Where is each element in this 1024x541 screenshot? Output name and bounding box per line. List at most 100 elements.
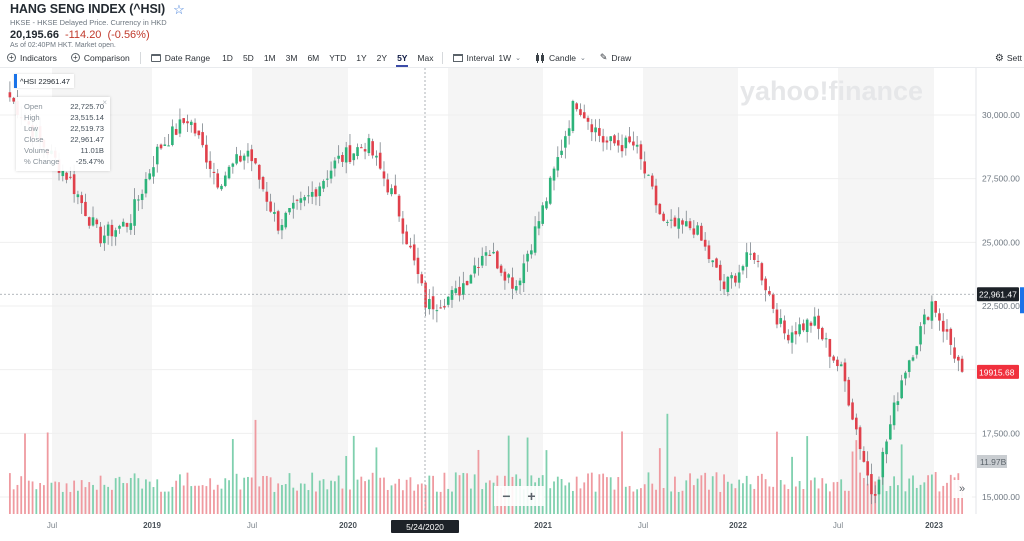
candle-body[interactable]: [227, 166, 231, 179]
candle-body[interactable]: [756, 260, 760, 262]
candle-body[interactable]: [76, 194, 80, 198]
candle-body[interactable]: [239, 155, 242, 162]
candle-body[interactable]: [84, 201, 87, 217]
candle-body[interactable]: [469, 275, 473, 284]
candle-body[interactable]: [843, 362, 847, 382]
candle-body[interactable]: [189, 121, 193, 125]
chart-type-button[interactable]: Candle ⌄: [528, 48, 593, 68]
candle-body[interactable]: [805, 319, 809, 333]
candle-body[interactable]: [511, 277, 514, 289]
candle-body[interactable]: [594, 127, 597, 133]
candle-body[interactable]: [828, 339, 832, 357]
range-tab-1m[interactable]: 1M: [263, 52, 276, 63]
candle-body[interactable]: [435, 310, 439, 312]
candle-body[interactable]: [212, 171, 216, 174]
candle-body[interactable]: [420, 274, 424, 284]
candle-body[interactable]: [499, 265, 503, 273]
candle-body[interactable]: [492, 251, 495, 254]
candle-body[interactable]: [397, 195, 401, 217]
candle-body[interactable]: [613, 135, 616, 144]
candle-body[interactable]: [446, 296, 450, 305]
candle-body[interactable]: [715, 258, 718, 268]
candle-body[interactable]: [91, 217, 95, 226]
candle-body[interactable]: [409, 245, 412, 248]
candle-body[interactable]: [171, 126, 174, 145]
candle-body[interactable]: [938, 313, 941, 321]
candle-body[interactable]: [454, 288, 458, 293]
range-tab-3m[interactable]: 3M: [285, 52, 298, 63]
candle-body[interactable]: [72, 174, 76, 195]
candle-body[interactable]: [167, 145, 170, 147]
candle-body[interactable]: [310, 192, 314, 197]
candle-body[interactable]: [873, 493, 877, 496]
candle-body[interactable]: [957, 356, 960, 361]
candle-body[interactable]: [148, 173, 151, 180]
candle-body[interactable]: [556, 157, 560, 171]
candle-body[interactable]: [669, 219, 673, 221]
candle-body[interactable]: [647, 174, 650, 176]
candle-body[interactable]: [246, 150, 250, 157]
candle-body[interactable]: [178, 119, 182, 134]
candle-body[interactable]: [401, 218, 405, 234]
candle-body[interactable]: [862, 451, 866, 462]
candle-body[interactable]: [673, 217, 677, 227]
candle-body[interactable]: [480, 255, 484, 266]
candle-body[interactable]: [741, 266, 745, 271]
candle-body[interactable]: [847, 379, 851, 406]
candle-body[interactable]: [371, 141, 374, 156]
candle-body[interactable]: [106, 224, 110, 236]
candle-body[interactable]: [794, 331, 798, 335]
candle-body[interactable]: [775, 309, 779, 325]
candle-body[interactable]: [8, 92, 12, 98]
candle-body[interactable]: [375, 155, 378, 158]
range-tab-6m[interactable]: 6M: [307, 52, 320, 63]
candle-body[interactable]: [700, 225, 703, 241]
chart-area[interactable]: yahoo!finance 15,000.00 17,500.00 22,500.00…: [0, 68, 1024, 536]
candle-body[interactable]: [299, 198, 303, 203]
candle-body[interactable]: [582, 112, 586, 119]
candle-body[interactable]: [522, 263, 526, 284]
candle-body[interactable]: [250, 149, 254, 162]
candle-body[interactable]: [439, 307, 442, 309]
candle-body[interactable]: [624, 137, 628, 149]
candle-body[interactable]: [465, 280, 469, 286]
candle-body[interactable]: [737, 272, 741, 283]
candle-body[interactable]: [341, 154, 344, 162]
candle-body[interactable]: [235, 154, 238, 164]
candle-body[interactable]: [851, 402, 854, 420]
candle-body[interactable]: [518, 280, 522, 286]
candle-body[interactable]: [609, 136, 612, 142]
candle-body[interactable]: [261, 176, 265, 190]
candle-body[interactable]: [564, 136, 567, 148]
candle-body[interactable]: [836, 359, 839, 367]
candle-body[interactable]: [496, 251, 499, 269]
candle-body[interactable]: [295, 199, 299, 201]
candle-body[interactable]: [688, 221, 692, 229]
scroll-forward-button[interactable]: »: [952, 480, 972, 498]
candle-body[interactable]: [934, 300, 937, 313]
candle-body[interactable]: [941, 320, 945, 332]
candle-body[interactable]: [711, 260, 715, 263]
candle-body[interactable]: [356, 147, 359, 157]
candle-body[interactable]: [163, 144, 167, 146]
candle-body[interactable]: [786, 334, 790, 341]
candle-body[interactable]: [718, 264, 722, 281]
candle-body[interactable]: [12, 97, 15, 102]
candle-body[interactable]: [870, 474, 873, 495]
draw-button[interactable]: ✎ Draw: [593, 48, 638, 68]
candle-body[interactable]: [110, 224, 114, 237]
candle-body[interactable]: [530, 250, 533, 255]
candle-body[interactable]: [484, 252, 488, 256]
candle-body[interactable]: [696, 225, 699, 235]
candle-body[interactable]: [273, 211, 276, 214]
candle-body[interactable]: [749, 253, 752, 255]
candle-body[interactable]: [69, 176, 72, 178]
candle-body[interactable]: [722, 281, 726, 290]
candle-body[interactable]: [658, 203, 662, 215]
candle-body[interactable]: [443, 306, 446, 308]
candle-body[interactable]: [839, 364, 843, 367]
candle-body[interactable]: [601, 136, 605, 143]
candle-body[interactable]: [953, 347, 956, 359]
candle-body[interactable]: [431, 296, 435, 310]
candle-body[interactable]: [87, 217, 91, 226]
